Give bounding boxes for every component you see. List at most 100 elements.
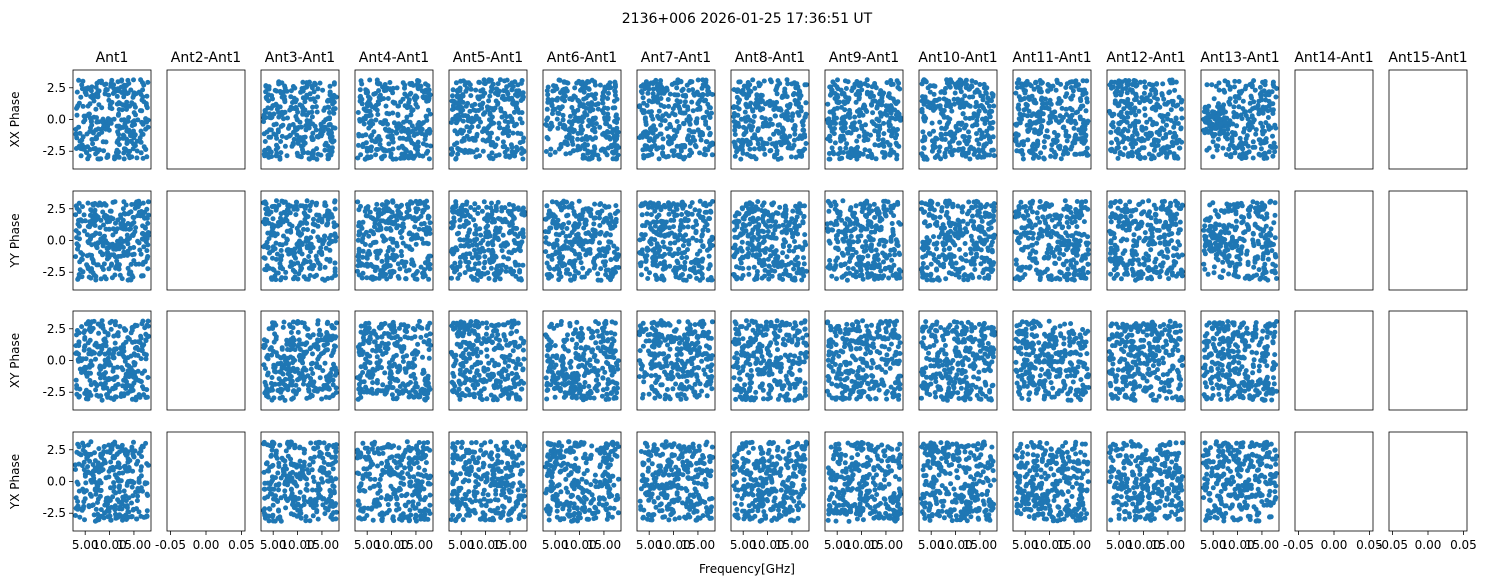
data-point bbox=[107, 118, 113, 124]
data-point bbox=[120, 245, 126, 250]
data-point bbox=[976, 147, 981, 153]
data-point bbox=[277, 156, 283, 162]
data-point bbox=[128, 133, 134, 139]
data-point bbox=[655, 87, 661, 93]
panel-grid: Ant1 Ant2-Ant1 Ant3-Ant1 Ant4-Ant1 Ant5-Ant1… bbox=[8, 50, 1477, 552]
data-point bbox=[1179, 115, 1185, 121]
data-point bbox=[1270, 133, 1275, 139]
data-point bbox=[466, 80, 472, 86]
data-point bbox=[1127, 105, 1133, 111]
panel bbox=[918, 69, 998, 170]
data-point bbox=[1078, 116, 1083, 122]
data-point bbox=[327, 133, 333, 139]
data-point bbox=[1227, 96, 1233, 102]
data-point bbox=[1110, 124, 1116, 130]
data-point bbox=[1023, 101, 1029, 107]
data-point bbox=[404, 93, 410, 99]
data-point bbox=[478, 119, 483, 125]
data-point bbox=[136, 198, 142, 204]
data-point bbox=[509, 144, 515, 150]
data-point bbox=[544, 123, 550, 128]
data-point bbox=[359, 101, 365, 107]
data-point bbox=[606, 84, 612, 90]
data-point bbox=[752, 132, 758, 138]
data-point bbox=[136, 240, 142, 246]
data-point bbox=[1173, 115, 1179, 121]
data-point bbox=[332, 266, 338, 272]
data-point bbox=[749, 154, 754, 160]
data-point bbox=[732, 153, 738, 159]
data-point bbox=[358, 152, 364, 158]
data-point bbox=[591, 221, 597, 227]
data-point bbox=[471, 107, 477, 113]
data-point bbox=[291, 136, 297, 142]
data-point bbox=[1113, 92, 1119, 98]
data-point bbox=[1231, 145, 1237, 151]
data-point bbox=[391, 269, 397, 275]
data-point bbox=[394, 225, 400, 231]
data-point bbox=[308, 96, 314, 102]
data-point bbox=[932, 155, 938, 160]
data-point bbox=[1039, 95, 1045, 101]
data-point bbox=[294, 150, 300, 156]
data-point bbox=[263, 89, 269, 95]
data-point bbox=[759, 93, 765, 98]
data-point bbox=[320, 276, 326, 282]
data-point bbox=[844, 130, 850, 136]
data-point bbox=[897, 86, 903, 92]
data-point bbox=[262, 108, 268, 113]
data-point bbox=[1232, 78, 1238, 84]
data-point bbox=[425, 90, 431, 96]
data-point bbox=[1266, 92, 1272, 98]
data-point bbox=[124, 138, 130, 144]
data-point bbox=[1116, 112, 1122, 118]
data-point bbox=[1070, 93, 1076, 99]
data-point bbox=[593, 91, 599, 97]
data-point bbox=[1030, 155, 1036, 161]
data-point bbox=[745, 80, 751, 85]
data-point bbox=[462, 255, 468, 261]
data-point bbox=[133, 261, 139, 267]
data-point bbox=[1067, 105, 1073, 111]
data-point bbox=[310, 130, 316, 136]
data-point bbox=[735, 120, 741, 126]
data-point bbox=[1142, 106, 1148, 112]
data-point bbox=[480, 137, 486, 143]
data-point bbox=[92, 201, 98, 206]
data-point bbox=[114, 93, 120, 99]
data-point bbox=[303, 203, 309, 209]
data-point bbox=[425, 241, 431, 247]
data-point bbox=[472, 201, 478, 207]
data-point bbox=[116, 111, 122, 117]
data-point bbox=[489, 150, 495, 156]
data-point bbox=[476, 247, 482, 253]
data-point bbox=[894, 156, 900, 162]
data-point bbox=[267, 127, 273, 133]
data-point bbox=[474, 133, 480, 139]
data-point bbox=[76, 217, 81, 223]
data-point bbox=[761, 78, 767, 84]
data-point bbox=[274, 198, 279, 204]
data-point bbox=[127, 245, 133, 251]
data-point bbox=[317, 80, 323, 86]
data-point bbox=[413, 145, 418, 151]
data-point bbox=[409, 257, 415, 263]
data-point bbox=[1164, 122, 1169, 128]
data-point bbox=[408, 236, 414, 242]
data-point bbox=[938, 89, 944, 95]
data-point bbox=[848, 155, 853, 161]
data-point bbox=[590, 127, 595, 133]
data-point bbox=[664, 126, 670, 132]
data-point bbox=[373, 117, 379, 123]
data-point bbox=[751, 113, 757, 119]
data-point bbox=[290, 140, 296, 146]
data-point bbox=[970, 94, 976, 100]
data-point bbox=[518, 98, 524, 103]
data-point bbox=[736, 106, 742, 112]
data-point bbox=[412, 224, 418, 230]
data-point bbox=[390, 199, 396, 205]
data-point bbox=[1049, 110, 1055, 116]
data-point bbox=[492, 90, 498, 96]
data-point bbox=[299, 104, 305, 110]
data-point bbox=[391, 120, 397, 126]
